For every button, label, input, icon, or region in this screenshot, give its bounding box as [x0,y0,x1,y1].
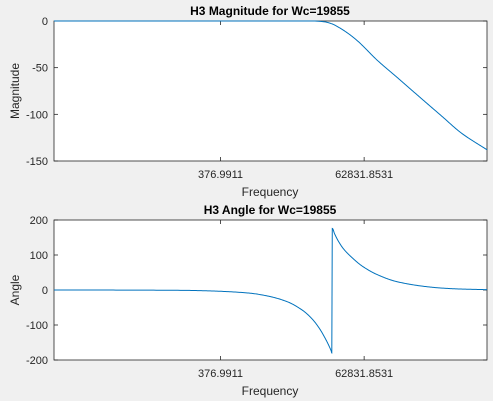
angle-plot: H3 Angle for Wc=19855 Frequency Angle 37… [8,203,488,398]
magnitude-plot: H3 Magnitude for Wc=19855 Frequency Magn… [8,4,488,199]
angle-x-tick-label: 62831.8531 [335,368,393,380]
angle-y-tick-label: 0 [42,285,48,297]
magnitude-ylabel: Magnitude [8,63,22,119]
magnitude-xlabel: Frequency [242,185,299,199]
angle-xlabel: Frequency [242,384,299,398]
angle-y-tick-label: 100 [30,250,48,262]
magnitude-y-tick-label: -50 [32,63,48,75]
magnitude-y-tick-label: 0 [42,16,48,28]
magnitude-x-tick-label: 62831.8531 [335,169,393,181]
angle-y-tick-label: 200 [30,215,48,227]
magnitude-plot-area [53,20,488,162]
magnitude-y-tick-label: -150 [26,156,48,168]
magnitude-series-line [54,20,488,151]
angle-x-tick-label: 376.9911 [198,368,243,380]
angle-title: H3 Angle for Wc=19855 [204,203,337,217]
angle-y-tick-label: -100 [26,320,48,332]
magnitude-y-tick-label: -100 [26,109,48,121]
angle-ticks: 376.9911 62831.8531 -200 -100 0 100 200 [26,215,487,380]
magnitude-ticks: 376.9911 62831.8531 -150 -100 -50 0 [26,16,487,181]
angle-ylabel: Angle [8,274,22,305]
magnitude-x-tick-label: 376.9911 [198,169,243,181]
angle-series-line [54,227,488,354]
magnitude-title: H3 Magnitude for Wc=19855 [190,4,350,18]
angle-y-tick-label: -200 [26,355,48,367]
